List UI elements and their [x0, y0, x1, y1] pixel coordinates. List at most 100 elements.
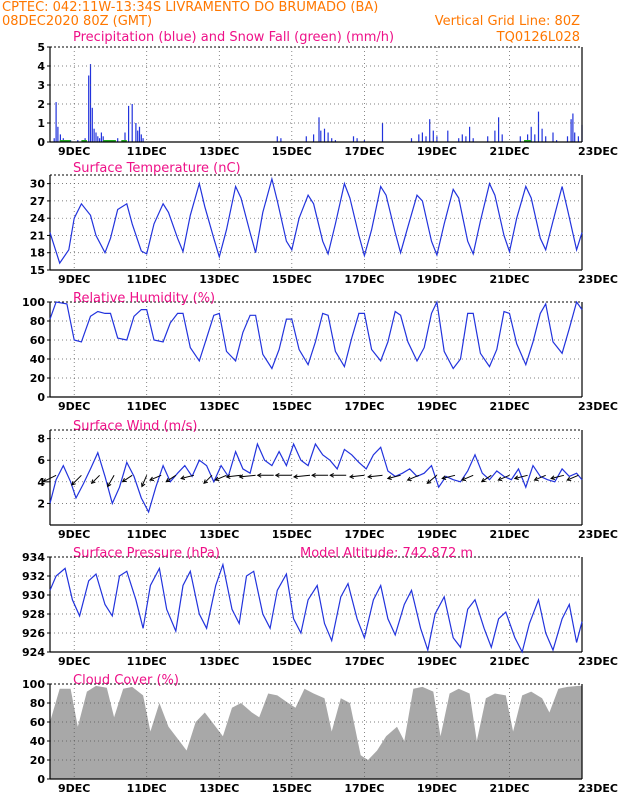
temp-ytick-label: 27 — [30, 195, 45, 208]
wind-vector-head — [214, 476, 220, 481]
precip-panel — [47, 46, 583, 143]
pres-title: Surface Pressure (hPa) — [73, 546, 220, 561]
pres-ytick-label: 934 — [22, 551, 45, 564]
precip-bar — [59, 134, 61, 142]
precip-bar — [124, 132, 126, 142]
pres-line — [49, 562, 583, 654]
cloud-ytick-label: 100 — [22, 678, 45, 691]
wind-vector-head — [550, 475, 556, 480]
wind-vector — [180, 474, 195, 479]
wind-vector — [514, 474, 528, 479]
precip-bar — [363, 140, 365, 142]
precip-bar — [458, 138, 460, 142]
cloud-ytick-label: 60 — [30, 716, 46, 729]
temp-ytick-label: 21 — [30, 230, 45, 243]
precip-bar — [541, 128, 543, 142]
precip-bar — [327, 132, 329, 142]
precip-bar — [418, 134, 420, 142]
precip-bar — [545, 136, 547, 142]
pres-xtick-label: 13DEC — [199, 655, 239, 668]
wind-vector — [481, 474, 492, 483]
precip-bar — [99, 138, 101, 142]
precip-bar — [320, 130, 322, 142]
wind-vector — [407, 474, 419, 481]
precip-xtick-label: 17DEC — [344, 145, 384, 158]
wind-vector-head — [348, 474, 354, 479]
precip-bar — [432, 130, 434, 142]
precip-bar — [77, 140, 79, 142]
pres-ytick-label: 924 — [22, 646, 45, 659]
precip-bar — [534, 134, 536, 142]
wind-vector — [43, 474, 57, 483]
pres-xtick-label: 21DEC — [489, 655, 529, 668]
precip-xtick-label: 9DEC — [58, 145, 90, 158]
precip-bar — [128, 105, 130, 142]
precip-bar — [356, 138, 358, 142]
cloud-xtick-label: 13DEC — [199, 782, 239, 795]
wind-vector-head — [107, 482, 112, 488]
rh-ytick-label: 0 — [37, 391, 45, 404]
cloud-ytick-label: 0 — [37, 773, 45, 786]
rh-ytick-label: 60 — [30, 334, 46, 347]
precip-bar — [305, 136, 307, 142]
wind-xtick-label: 21DEC — [489, 528, 529, 541]
precip-xtick-label: 11DEC — [127, 145, 167, 158]
wind-vector — [215, 474, 227, 481]
pres-ytick-label: 926 — [22, 627, 45, 640]
pres-ytick-label: 930 — [22, 589, 45, 602]
wind-vector — [226, 474, 242, 478]
precip-bar — [572, 113, 574, 142]
wind-vector-head — [311, 472, 316, 478]
wind-vector-head — [42, 478, 48, 483]
wind-vector — [368, 474, 383, 478]
rh-xtick-label: 23DEC — [578, 400, 618, 413]
pres-ytick-label: 928 — [22, 608, 45, 621]
precip-ytick-label: 4 — [37, 60, 45, 73]
cloud-panel — [47, 683, 583, 780]
wind-vector — [239, 474, 256, 478]
wind-ytick-label: 4 — [37, 476, 45, 489]
precip-xtick-label: 13DEC — [199, 145, 239, 158]
wind-vector-head — [367, 474, 372, 479]
temp-xtick-label: 13DEC — [199, 273, 239, 286]
wind-vector-head — [461, 476, 467, 481]
precip-bar — [280, 138, 282, 142]
wind-vector — [550, 474, 565, 479]
precip-bar — [117, 138, 119, 142]
temp-line — [49, 176, 583, 265]
wind-xtick-label: 11DEC — [127, 528, 167, 541]
precip-bar — [570, 119, 572, 142]
wind-vector — [71, 474, 82, 486]
wind-vector-head — [256, 472, 262, 478]
precip-bar — [566, 136, 569, 142]
wind-ytick-label: 2 — [37, 497, 45, 510]
temp-xtick-label: 19DEC — [417, 273, 457, 286]
wind-vector-head — [141, 482, 146, 488]
precip-bar — [501, 134, 503, 142]
pres-xtick-label: 9DEC — [58, 655, 90, 668]
wind-vector-head — [238, 474, 244, 479]
temp-xtick-label: 11DEC — [127, 273, 167, 286]
temp-xtick-label: 23DEC — [578, 273, 618, 286]
rh-line — [49, 299, 583, 370]
precip-bar — [352, 136, 355, 142]
precip-xtick-label: 19DEC — [417, 145, 457, 158]
cloud-ytick-label: 40 — [30, 735, 46, 748]
wind-vector-head — [329, 472, 334, 478]
temp-ytick-label: 18 — [30, 247, 45, 260]
precip-bar — [527, 134, 529, 142]
precip-bar — [313, 134, 315, 142]
precip-bar — [53, 138, 55, 142]
wind-ytick-label: 6 — [37, 454, 45, 467]
precip-bar — [137, 130, 139, 142]
precip-bar — [140, 134, 142, 142]
wind-vector-head — [274, 472, 280, 478]
cloud-xtick-label: 9DEC — [58, 782, 90, 795]
precip-bar — [89, 64, 92, 142]
pres-annotation: Model Altitude: 742.872 m — [300, 546, 473, 561]
precip-bar — [577, 136, 579, 142]
wind-vector-head — [406, 476, 412, 481]
precip-bar — [447, 130, 449, 142]
rh-ytick-label: 40 — [30, 353, 46, 366]
wind-vector-head — [480, 477, 486, 483]
